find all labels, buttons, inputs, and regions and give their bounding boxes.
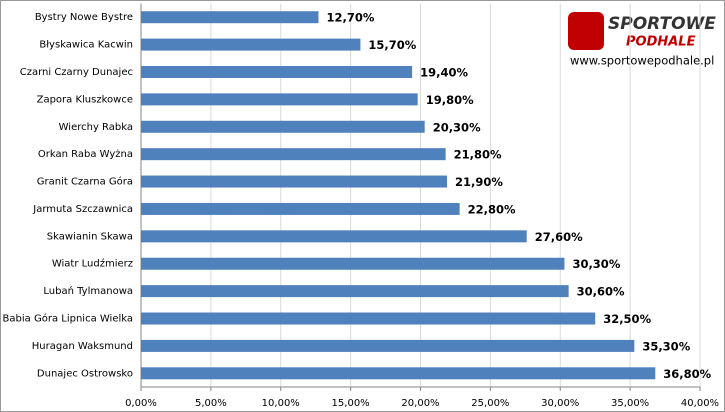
bar	[141, 65, 413, 78]
bar	[141, 120, 425, 133]
bar	[141, 339, 635, 352]
bar	[141, 38, 361, 51]
value-label: 32,50%	[603, 312, 651, 326]
y-tick-label: Lubań Tylmanowa	[43, 285, 133, 297]
value-label: 30,60%	[577, 285, 625, 299]
bar	[141, 230, 527, 243]
logo-line1: SPORTOWE	[608, 14, 716, 34]
value-label: 21,90%	[455, 175, 503, 189]
bar	[141, 367, 656, 380]
bar	[141, 175, 448, 188]
logo: SPORTOWE PODHALE www.sportowepodhale.pl	[568, 12, 716, 68]
bar	[141, 285, 569, 298]
x-tick-label: 5,00%	[195, 398, 227, 409]
y-tick-label: Wiatr Ludźmierz	[52, 258, 133, 270]
bar	[141, 148, 446, 161]
value-label: 36,80%	[663, 367, 711, 381]
y-tick-label: Dunajec Ostrowsko	[37, 368, 133, 379]
y-tick-label: Granit Czarna Góra	[37, 176, 133, 188]
x-tick-label: 25,00%	[471, 398, 509, 409]
y-tick-label: Jarmuta Szczawnica	[32, 204, 133, 215]
y-tick-label: Bystry Nowe Bystre	[35, 12, 133, 23]
y-tick-label: Huragan Waksmund	[32, 341, 133, 352]
y-tick-label: Skawianin Skawa	[47, 231, 133, 242]
x-tick-label: 20,00%	[401, 398, 439, 409]
value-label: 22,80%	[468, 202, 516, 216]
value-label: 19,80%	[426, 93, 474, 107]
value-label: 30,30%	[572, 257, 620, 271]
value-label: 21,80%	[454, 148, 502, 162]
value-label: 35,30%	[642, 339, 690, 353]
y-tick-label: Zapora Kluszkowce	[37, 94, 133, 105]
y-tick-label: Babia Góra Lipnica Wielka	[3, 313, 133, 325]
logo-icon	[568, 12, 604, 50]
value-label: 19,40%	[420, 65, 468, 79]
y-tick-label: Orkan Raba Wyżna	[38, 149, 133, 160]
y-tick-label: Czarni Czarny Dunajec	[20, 67, 133, 78]
y-tick-label: Błyskawica Kacwin	[39, 40, 133, 51]
x-tick-label: 10,00%	[262, 398, 300, 409]
value-label: 15,70%	[368, 38, 416, 52]
bar	[141, 202, 460, 215]
x-tick-label: 35,00%	[611, 398, 649, 409]
x-tick-label: 40,00%	[681, 398, 719, 409]
logo-line2: PODHALE	[626, 35, 696, 50]
logo-url: www.sportowepodhale.pl	[570, 54, 714, 68]
value-label: 27,60%	[535, 230, 583, 244]
bar	[141, 93, 418, 106]
x-tick-label: 30,00%	[541, 398, 579, 409]
value-label: 12,70%	[326, 11, 374, 25]
x-tick-label: 0,00%	[125, 398, 157, 409]
y-tick-label: Wierchy Rabka	[59, 122, 133, 133]
x-tick-label: 15,00%	[332, 398, 370, 409]
value-label: 20,30%	[433, 120, 481, 134]
bar	[141, 11, 319, 24]
bar	[141, 312, 596, 325]
bar	[141, 257, 565, 270]
